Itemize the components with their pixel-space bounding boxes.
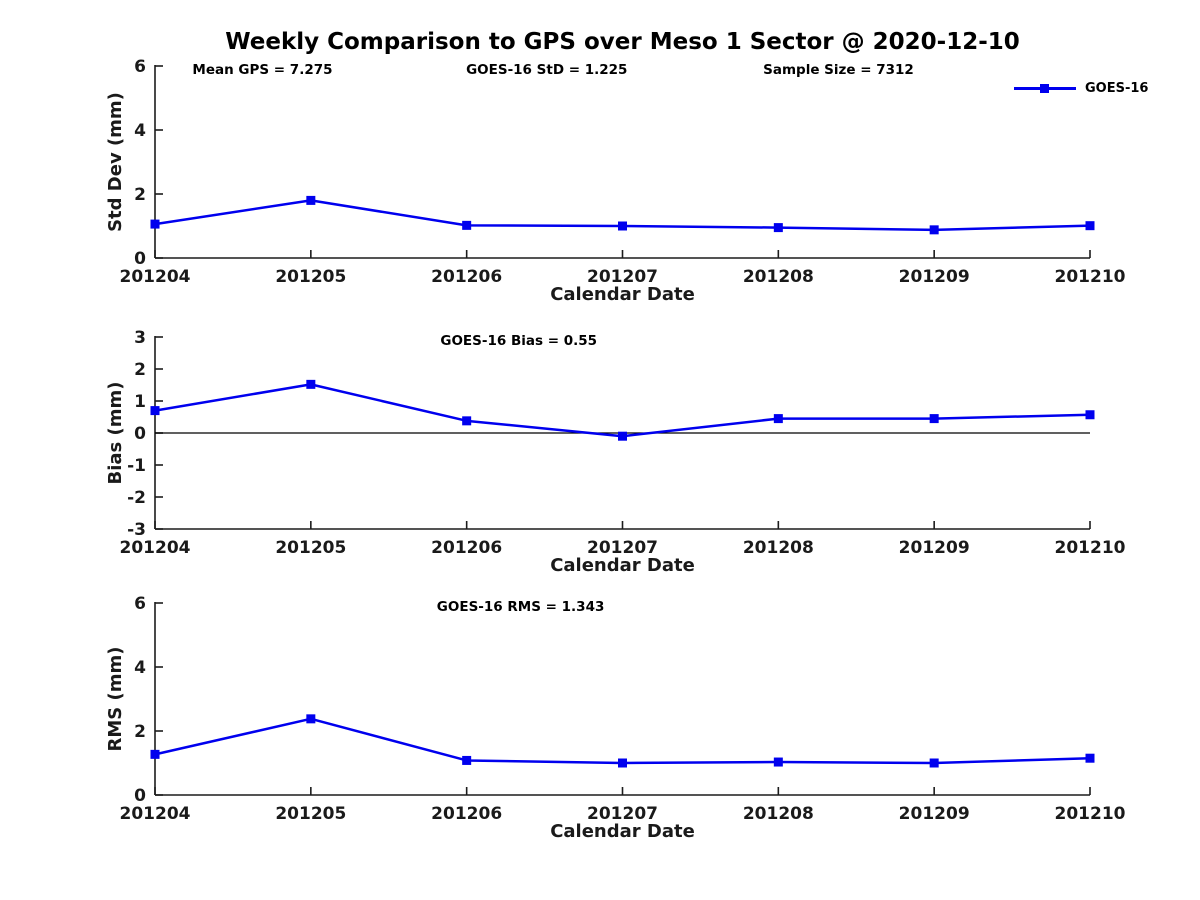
chart-title: Weekly Comparison to GPS over Meso 1 Sec… xyxy=(225,29,1020,55)
y-axis-label: RMS (mm) xyxy=(105,647,126,752)
annotation-text: GOES-16 RMS = 1.343 xyxy=(437,599,605,615)
data-point-marker xyxy=(462,755,472,765)
x-tick-label: 201209 xyxy=(899,267,970,287)
x-tick-label: 201205 xyxy=(275,538,346,558)
data-point-marker xyxy=(150,749,160,759)
data-point-marker xyxy=(773,223,783,233)
data-point-marker xyxy=(462,220,472,230)
y-tick-label: 4 xyxy=(134,121,146,141)
data-point-marker xyxy=(150,219,160,229)
y-tick-label: 6 xyxy=(134,57,146,77)
data-point-marker xyxy=(618,758,627,768)
x-axis-label: Calendar Date xyxy=(550,555,695,576)
data-point-marker xyxy=(929,225,939,235)
data-series-line xyxy=(154,383,1091,438)
data-point-marker xyxy=(1085,753,1095,763)
y-tick-label: -3 xyxy=(127,520,146,540)
y-axis-label: Bias (mm) xyxy=(105,382,126,485)
x-tick-label: 201210 xyxy=(1055,804,1126,824)
data-point-marker xyxy=(462,416,472,426)
data-series-line xyxy=(154,717,1091,765)
data-point-marker xyxy=(773,757,783,767)
annotation-text: Mean GPS = 7.275 xyxy=(192,62,332,78)
x-axis-label: Calendar Date xyxy=(550,284,695,305)
y-axis-label: Std Dev (mm) xyxy=(105,92,126,232)
x-tick-label: 201210 xyxy=(1055,538,1126,558)
x-tick-label: 201206 xyxy=(431,804,502,824)
x-tick-label: 201204 xyxy=(120,538,191,558)
legend: GOES-16 xyxy=(1014,81,1148,96)
data-point-marker xyxy=(929,414,939,424)
data-point-marker xyxy=(150,406,160,416)
annotation-text: Sample Size = 7312 xyxy=(763,62,914,78)
x-tick-label: 201206 xyxy=(431,267,502,287)
x-tick-label: 201207 xyxy=(587,538,658,558)
y-tick-label: 4 xyxy=(134,658,146,678)
y-tick-label: 0 xyxy=(134,424,146,444)
y-tick-label: 0 xyxy=(134,786,146,806)
x-tick-label: 201204 xyxy=(120,804,191,824)
x-tick-label: 201207 xyxy=(587,804,658,824)
data-point-marker xyxy=(306,379,316,389)
y-tick-label: 3 xyxy=(134,328,146,348)
y-tick-label: 2 xyxy=(134,185,146,205)
data-point-marker xyxy=(306,714,316,724)
x-tick-label: 201205 xyxy=(275,804,346,824)
legend-square-marker-icon xyxy=(1040,84,1049,93)
x-tick-label: 201208 xyxy=(743,267,814,287)
y-tick-label: 6 xyxy=(134,594,146,614)
y-tick-label: 1 xyxy=(134,392,146,412)
annotation-text: GOES-16 StD = 1.225 xyxy=(466,62,627,78)
x-axis-label: Calendar Date xyxy=(550,821,695,842)
x-tick-label: 201204 xyxy=(120,267,191,287)
y-tick-label: 2 xyxy=(134,722,146,742)
x-tick-label: 201206 xyxy=(431,538,502,558)
y-tick-label: 2 xyxy=(134,360,146,380)
data-point-marker xyxy=(618,221,627,231)
x-tick-label: 201209 xyxy=(899,804,970,824)
data-point-marker xyxy=(1085,221,1095,231)
data-point-marker xyxy=(773,414,783,424)
annotation-text: GOES-16 Bias = 0.55 xyxy=(440,333,597,349)
legend-label: GOES-16 xyxy=(1085,81,1149,96)
x-tick-label: 201207 xyxy=(587,267,658,287)
x-tick-label: 201208 xyxy=(743,538,814,558)
data-point-marker xyxy=(1085,410,1095,420)
data-point-marker xyxy=(306,195,316,205)
data-point-marker xyxy=(929,758,939,768)
x-tick-label: 201210 xyxy=(1055,267,1126,287)
y-tick-label: 0 xyxy=(134,249,146,269)
y-tick-label: -1 xyxy=(127,456,146,476)
data-point-marker xyxy=(618,431,627,441)
x-tick-label: 201208 xyxy=(743,804,814,824)
legend-line-sample xyxy=(1014,84,1076,93)
x-tick-label: 201209 xyxy=(899,538,970,558)
x-tick-label: 201205 xyxy=(275,267,346,287)
y-tick-label: -2 xyxy=(127,488,146,508)
